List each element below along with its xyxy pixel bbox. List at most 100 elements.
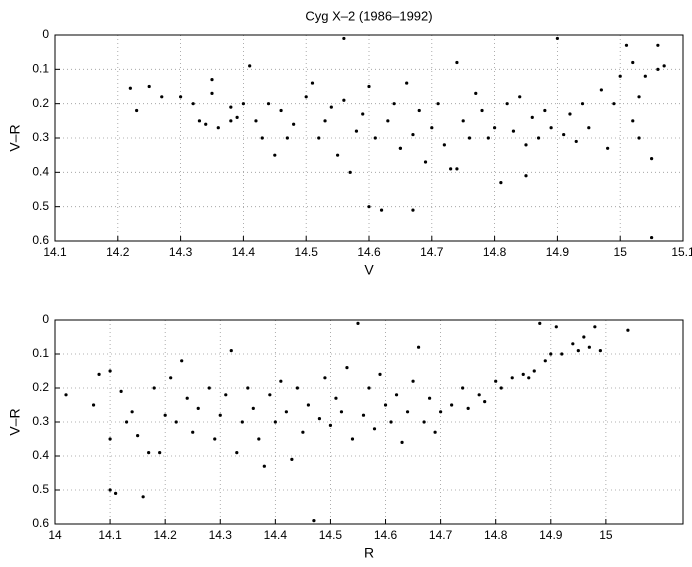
- y-tick-label: 0.3: [32, 130, 49, 144]
- point: [240, 420, 244, 424]
- y-tick-label: 0.6: [32, 233, 49, 247]
- point: [180, 359, 184, 363]
- point: [626, 328, 630, 332]
- point: [643, 74, 647, 78]
- point: [169, 376, 173, 380]
- x-tick-label: 14.3: [209, 528, 233, 542]
- point: [560, 352, 564, 356]
- point: [260, 136, 264, 140]
- point: [334, 396, 338, 400]
- point: [141, 495, 145, 499]
- y-tick-label: 0.2: [32, 380, 49, 394]
- point: [285, 136, 289, 140]
- x-tick-label: 14.2: [106, 245, 130, 259]
- point: [538, 321, 542, 325]
- point: [361, 112, 365, 116]
- point: [108, 437, 112, 441]
- point: [210, 78, 214, 82]
- x-tick-label: 15: [599, 528, 613, 542]
- point: [549, 352, 553, 356]
- point: [606, 146, 610, 150]
- point: [436, 102, 440, 106]
- x-tick-label: 14.5: [295, 245, 319, 259]
- point: [329, 105, 333, 109]
- point: [543, 359, 547, 363]
- point: [163, 413, 167, 417]
- point: [235, 451, 239, 455]
- point: [510, 376, 514, 380]
- point: [229, 105, 233, 109]
- point: [254, 119, 258, 123]
- point: [549, 126, 553, 130]
- point: [637, 136, 641, 140]
- point: [656, 67, 660, 71]
- point: [218, 413, 222, 417]
- point: [312, 519, 316, 523]
- point: [379, 208, 384, 212]
- point: [494, 379, 498, 383]
- point: [336, 153, 340, 157]
- point: [650, 157, 654, 161]
- point: [576, 349, 580, 353]
- x-tick-label: 14.6: [357, 245, 381, 259]
- point: [210, 91, 214, 95]
- point: [555, 36, 560, 41]
- point: [108, 488, 112, 492]
- y-axis-label: V–R: [7, 124, 23, 151]
- point: [416, 345, 421, 349]
- point: [266, 102, 271, 106]
- point: [637, 95, 641, 99]
- point: [480, 108, 484, 113]
- point: [339, 410, 344, 414]
- point: [367, 205, 371, 209]
- x-tick-label: 14.1: [98, 528, 122, 542]
- point: [618, 74, 622, 78]
- point: [135, 108, 139, 113]
- point: [499, 181, 503, 185]
- point: [518, 95, 522, 99]
- point: [439, 410, 443, 414]
- point: [624, 43, 629, 47]
- point: [389, 420, 393, 424]
- point: [405, 410, 410, 414]
- point: [656, 43, 660, 47]
- x-tick-label: 14: [48, 528, 62, 542]
- point: [631, 60, 635, 65]
- point: [650, 235, 654, 240]
- x-tick-label: 14.4: [232, 245, 256, 259]
- point: [125, 420, 129, 424]
- point: [64, 393, 68, 397]
- point: [536, 136, 541, 140]
- x-tick-label: 14.9: [539, 528, 563, 542]
- point: [587, 126, 591, 130]
- point: [383, 403, 388, 407]
- plot-frame: [54, 34, 684, 242]
- point: [273, 420, 277, 424]
- point: [532, 369, 536, 373]
- point: [598, 349, 602, 353]
- point: [599, 88, 603, 92]
- point: [204, 122, 208, 126]
- x-tick-label: 14.2: [153, 528, 177, 542]
- point: [113, 491, 118, 495]
- y-tick-label: 0: [42, 312, 49, 326]
- point: [543, 108, 547, 113]
- point: [612, 102, 616, 106]
- point: [587, 345, 591, 349]
- point: [284, 410, 288, 414]
- point: [483, 400, 487, 404]
- point: [213, 437, 217, 441]
- point: [342, 98, 346, 102]
- point: [461, 386, 465, 390]
- point: [323, 376, 327, 380]
- point: [345, 366, 349, 370]
- x-tick-label: 14.6: [374, 528, 398, 542]
- point: [136, 434, 140, 438]
- point: [524, 143, 528, 147]
- point: [174, 420, 178, 424]
- point: [394, 393, 399, 397]
- x-tick-label: 15: [614, 245, 628, 259]
- point: [147, 451, 151, 455]
- point: [386, 119, 390, 123]
- point: [273, 153, 277, 157]
